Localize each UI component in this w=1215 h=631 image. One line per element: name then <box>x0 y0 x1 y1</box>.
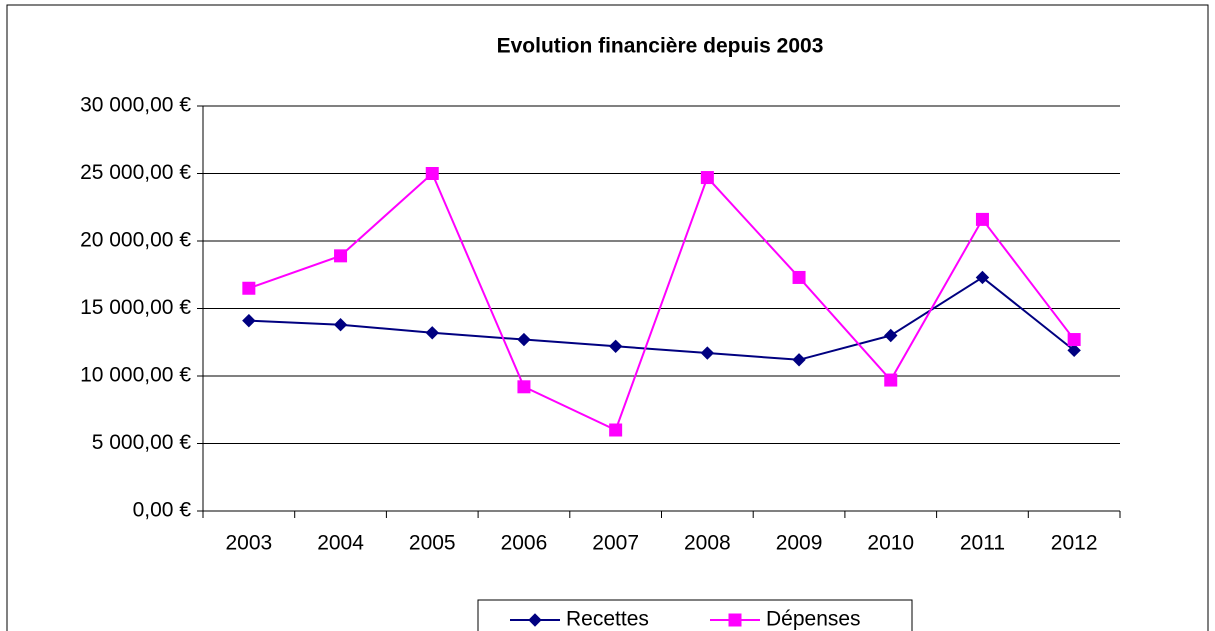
data-point <box>334 249 348 263</box>
data-point <box>700 171 714 185</box>
series-line <box>248 276 1075 361</box>
x-tick-label: 2005 <box>409 532 456 555</box>
data-point <box>884 328 898 343</box>
x-tick-label: 2004 <box>317 532 364 555</box>
series-line <box>248 171 1075 432</box>
x-tick-label: 2010 <box>867 532 914 555</box>
x-tick-label: 2008 <box>684 532 731 555</box>
y-tick-label: 15 000,00 € <box>80 296 191 319</box>
x-tick-label: 2003 <box>225 532 272 555</box>
x-tick-label: 2009 <box>776 532 823 555</box>
data-point <box>884 373 898 387</box>
data-point <box>792 353 806 367</box>
data-point <box>242 313 256 328</box>
data-point <box>975 212 989 226</box>
data-point <box>1067 333 1081 347</box>
data-point <box>700 346 715 360</box>
data-point <box>517 332 531 347</box>
legend-label: Recettes <box>566 608 649 631</box>
data-point <box>425 167 439 180</box>
x-tick-label: 2011 <box>960 532 1005 555</box>
data-point <box>608 339 623 354</box>
data-point <box>517 380 531 394</box>
legend-label: Dépenses <box>766 608 861 631</box>
y-tick-label: 30 000,00 € <box>80 94 191 117</box>
y-tick-label: 5 000,00 € <box>92 431 192 454</box>
data-point <box>792 270 806 284</box>
legend-box <box>477 599 913 631</box>
y-tick-label: 10 000,00 € <box>80 364 191 387</box>
x-tick-label: 2012 <box>1051 532 1098 555</box>
legend-marker <box>728 613 742 627</box>
chart-frame <box>6 4 1209 631</box>
data-point <box>609 423 623 437</box>
x-tick-label: 2007 <box>592 532 639 555</box>
data-point <box>425 326 439 340</box>
y-tick-label: 20 000,00 € <box>80 229 191 252</box>
y-tick-label: 0,00 € <box>133 499 192 522</box>
legend-marker <box>528 613 542 627</box>
data-point <box>975 270 990 285</box>
x-tick-label: 2006 <box>501 532 548 555</box>
data-point <box>242 281 256 295</box>
y-tick-label: 25 000,00 € <box>80 161 191 184</box>
chart-title: Evolution financière depuis 2003 <box>497 35 824 58</box>
data-point <box>1067 343 1081 358</box>
data-point <box>333 317 348 332</box>
